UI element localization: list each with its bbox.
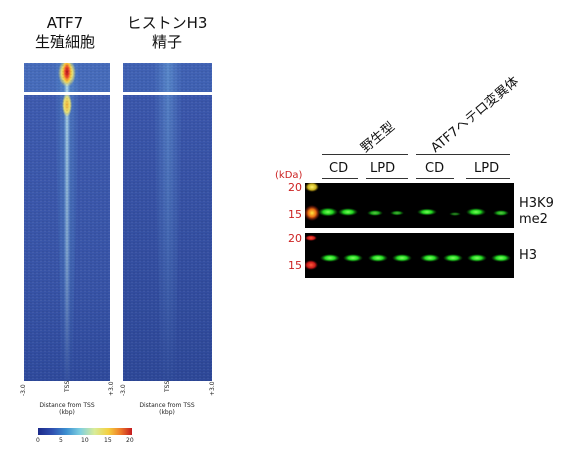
marker-bottom-15: 15: [288, 259, 302, 272]
h3-sperm-heatmap: [123, 63, 212, 381]
condition-mut-cd: CD: [425, 161, 445, 176]
left-xtick-plus3: +3.0: [108, 381, 115, 396]
atf7-heatmap: [24, 59, 110, 381]
group-wildtype-label: 野生型: [358, 119, 398, 156]
heatmap-left-title: ATF7 生殖細胞: [22, 14, 108, 52]
condition-wt-cd-bracket: [322, 178, 358, 179]
colorbar-tick-20: 20: [126, 437, 134, 444]
right-xaxis-label-line2: (kbp): [159, 409, 175, 416]
left-xtick-tss: TSS: [64, 380, 71, 392]
condition-mut-lpd: LPD: [474, 161, 500, 176]
condition-wt-lpd-bracket: [366, 178, 408, 179]
right-xtick-plus3: +3.0: [209, 381, 216, 396]
marker-bottom-20: 20: [288, 232, 302, 245]
group-mutant-bracket: [416, 154, 510, 155]
colorbar-tick-15: 15: [104, 437, 112, 444]
left-xaxis-label-line2: (kbp): [59, 409, 75, 416]
condition-wt-cd: CD: [329, 161, 349, 176]
marker-top-15: 15: [288, 208, 302, 221]
condition-mut-cd-bracket: [416, 178, 454, 179]
left-xtick-minus3: -3.0: [20, 384, 27, 396]
marker-top-20: 20: [288, 181, 302, 194]
right-xtick-minus3: -3.0: [120, 384, 127, 396]
heatmap-left-title-line2: 生殖細胞: [34, 33, 95, 51]
colorbar-tick-10: 10: [81, 437, 89, 444]
blot-panel-h3: [304, 233, 514, 278]
kda-label: (kDa): [275, 170, 303, 181]
band-label-h3k9me2-line2: me2: [519, 212, 548, 227]
heatmap-right-title-line1: ヒストンH3: [126, 14, 208, 32]
condition-mut-lpd-bracket: [466, 178, 510, 179]
right-xtick-tss: TSS: [164, 380, 171, 392]
left-xaxis-label-line1: Distance from TSS: [39, 402, 95, 409]
colorbar-tick-5: 5: [59, 437, 63, 444]
right-xaxis-label-line1: Distance from TSS: [139, 402, 195, 409]
colorbar-tick-0: 0: [36, 437, 40, 444]
heatmap-right-title-line2: 精子: [151, 33, 182, 51]
band-label-h3k9me2: H3K9 me2: [519, 196, 554, 228]
right-xaxis-label: Distance from TSS (kbp): [122, 402, 212, 416]
band-label-h3: H3: [519, 248, 538, 263]
band-label-h3k9me2-line1: H3K9: [519, 196, 554, 211]
heatmap-left-title-line1: ATF7: [46, 14, 84, 32]
left-xaxis-label: Distance from TSS (kbp): [22, 402, 112, 416]
colorbar: [38, 428, 132, 435]
group-wildtype-bracket: [322, 154, 408, 155]
condition-wt-lpd: LPD: [370, 161, 396, 176]
blot-panel-h3k9me2: [304, 182, 514, 228]
group-mutant-label: ATF7ヘテロ変異体: [428, 74, 522, 156]
heatmap-right-title: ヒストンH3 精子: [118, 14, 216, 52]
